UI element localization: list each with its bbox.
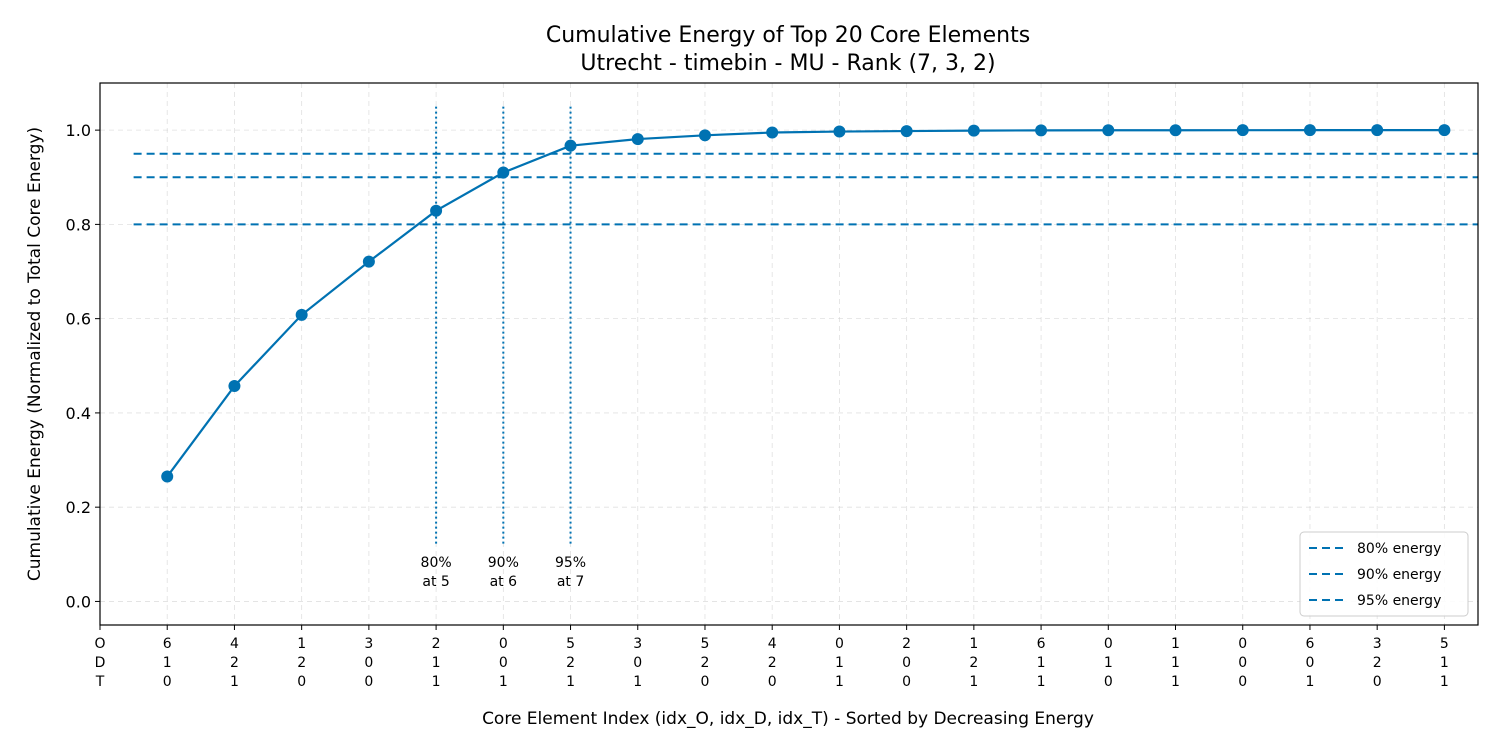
marker-annotation: 95% at 7 — [555, 555, 586, 590]
data-point — [1169, 124, 1182, 137]
legend-label: 90% energy — [1357, 567, 1441, 583]
x-axis-ticks: O D T 6 1 0 4 2 1 1 2 0 3 0 0 2 1 1 0 0 1 5 2 1 3 0 1 5 2 0 4 2 0 0 1 1 2 0 0 1… — [94, 625, 1449, 690]
y-tick-label: 0.6 — [66, 310, 91, 329]
data-point — [362, 255, 375, 268]
data-point — [1236, 124, 1249, 137]
data-point — [1438, 124, 1451, 137]
data-point — [1303, 124, 1316, 137]
data-point — [295, 308, 308, 321]
data-point — [1371, 124, 1384, 137]
data-point — [1035, 124, 1048, 137]
legend-label: 95% energy — [1357, 593, 1441, 609]
threshold-lines — [133, 152, 1478, 226]
legend-box — [1299, 531, 1469, 617]
chart-subtitle: Utrecht - timebin - MU - Rank (7, 3, 2) — [580, 51, 995, 76]
legend: 80% energy 90% energy 95% energy — [1299, 531, 1469, 617]
y-tick-label: 1.0 — [66, 121, 91, 140]
x-axis-label: Core Element Index (idx_O, idx_D, idx_T)… — [482, 709, 1094, 729]
marker-lines: 80% at 5 90% at 6 95% at 7 — [421, 106, 586, 590]
y-tick-label: 0.2 — [66, 498, 91, 517]
series — [161, 124, 1451, 483]
data-point — [631, 133, 644, 146]
y-tick-label: 0.4 — [66, 404, 91, 423]
data-point — [766, 126, 779, 139]
y-axis-ticks: 0.0 0.2 0.4 0.6 0.8 1.0 — [66, 121, 100, 611]
data-point — [497, 166, 510, 179]
y-tick-label: 0.8 — [66, 215, 91, 234]
marker-annotation: 90% at 6 — [488, 555, 519, 590]
marker-annotation: 80% at 5 — [421, 555, 452, 590]
data-point — [698, 129, 711, 142]
chart-title: Cumulative Energy of Top 20 Core Element… — [546, 23, 1030, 48]
data-point — [430, 204, 443, 217]
y-tick-label: 0.0 — [66, 592, 91, 611]
data-point — [900, 125, 913, 138]
series-line — [166, 129, 1445, 478]
data-point — [228, 380, 241, 393]
data-point — [967, 124, 980, 137]
data-point — [1102, 124, 1115, 137]
data-point — [564, 139, 577, 152]
y-axis-label: Cumulative Energy (Normalized to Total C… — [25, 127, 45, 581]
data-point — [161, 470, 174, 483]
data-point — [833, 125, 846, 138]
grid — [99, 83, 1478, 625]
plot-frame — [99, 82, 1479, 626]
legend-label: 80% energy — [1357, 541, 1441, 557]
